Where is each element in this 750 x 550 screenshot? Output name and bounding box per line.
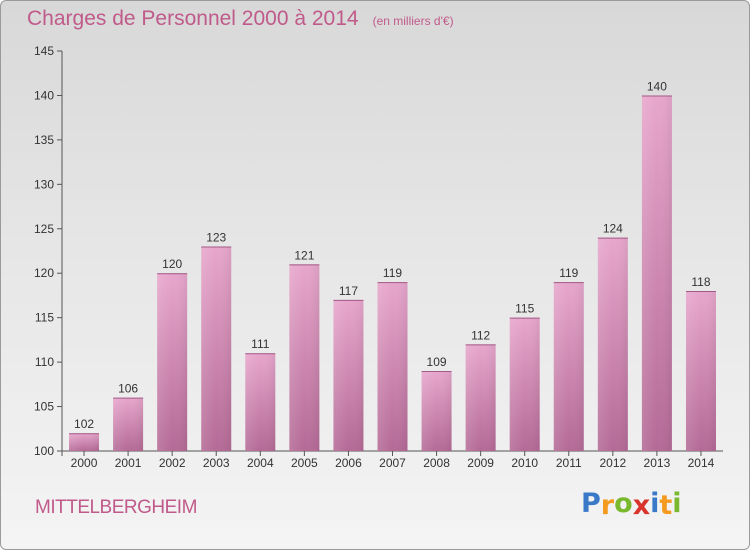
x-tick-label: 2002	[159, 456, 186, 470]
bar-value-label: 118	[691, 275, 710, 289]
bar-value-label: 109	[427, 355, 447, 369]
x-tick-label: 2012	[599, 456, 626, 470]
logo-letter: x	[632, 490, 651, 521]
proxiti-logo: Proxiti	[581, 488, 682, 521]
bar-shine	[201, 246, 232, 451]
bar-value-label: 111	[251, 337, 270, 351]
bar-value-label: 119	[559, 266, 578, 280]
bar-value-label: 124	[603, 222, 623, 236]
bar-shine	[685, 291, 716, 451]
x-tick-label: 2006	[335, 456, 362, 470]
chart-title-main: Charges de Personnel 2000 à 2014	[27, 7, 359, 30]
x-tick-label: 2004	[247, 456, 274, 470]
y-tick-label: 100	[34, 444, 54, 458]
bar-shine	[641, 95, 672, 451]
y-tick-label: 130	[34, 177, 54, 191]
bar-shine	[245, 353, 276, 451]
y-tick-label: 120	[34, 266, 54, 280]
bar-value-label: 102	[74, 417, 94, 431]
y-tick-label: 140	[34, 88, 54, 102]
bar-value-label: 115	[515, 302, 534, 316]
x-tick-label: 2005	[291, 456, 318, 470]
bar-shine	[289, 264, 320, 451]
logo-letter: t	[659, 490, 673, 521]
x-tick-label: 2010	[511, 456, 538, 470]
bars	[69, 95, 716, 451]
x-tick-label: 2003	[203, 456, 230, 470]
y-tick-label: 135	[34, 133, 54, 147]
bar-shine	[113, 397, 144, 451]
x-tick-label: 2013	[644, 456, 671, 470]
logo-letter: P	[581, 488, 601, 519]
bar-shine	[553, 282, 584, 451]
y-tick-label: 125	[34, 222, 54, 236]
bar-shine	[157, 273, 188, 451]
bar-value-label: 119	[383, 266, 402, 280]
y-tick-label: 105	[34, 400, 54, 414]
bar-value-labels: 102 106 120 123 111 121 117 119 109 112 115 119 124 1…	[74, 79, 711, 431]
x-tick-label: 2011	[556, 456, 582, 470]
bar-value-label: 123	[206, 231, 226, 245]
bar-shine	[509, 317, 540, 451]
y-tick-label: 145	[34, 44, 54, 58]
commune-name: MITTELBERGHEIM	[35, 497, 197, 518]
x-axis-ticks: 2000 2001 2002 2003 2004 2005 2006 2007 2008 2009…	[71, 451, 715, 470]
bar-value-label: 140	[647, 79, 667, 93]
bar-value-label: 121	[294, 248, 314, 262]
bar-shine	[465, 344, 496, 451]
x-tick-label: 2007	[379, 456, 406, 470]
x-tick-label: 2000	[71, 456, 98, 470]
logo-letter: i	[650, 488, 660, 519]
bar-value-label: 120	[162, 257, 182, 271]
bar-shine	[333, 299, 364, 451]
logo-letter: o	[614, 488, 633, 519]
logo-letter: i	[672, 488, 682, 519]
logo-letter: r	[600, 490, 615, 521]
x-tick-label: 2014	[688, 456, 715, 470]
y-axis-ticks: 100 105 110 115 120 125 130 135 140 145	[34, 44, 62, 458]
bar-shine	[597, 237, 628, 451]
chart-title: Charges de Personnel 2000 à 2014 (en mill…	[27, 7, 454, 31]
x-tick-label: 2009	[467, 456, 494, 470]
bar-shine	[69, 433, 100, 451]
y-tick-label: 110	[35, 355, 54, 369]
bar-value-label: 112	[471, 328, 490, 342]
bar-value-label: 106	[118, 382, 138, 396]
chart-title-unit: (en milliers d'€)	[372, 14, 454, 28]
x-tick-label: 2008	[423, 456, 450, 470]
x-tick-label: 2001	[115, 456, 142, 470]
bar-value-label: 117	[339, 284, 358, 298]
bar-shine	[377, 282, 408, 451]
bar-shine	[421, 371, 452, 451]
y-tick-label: 115	[35, 311, 54, 325]
